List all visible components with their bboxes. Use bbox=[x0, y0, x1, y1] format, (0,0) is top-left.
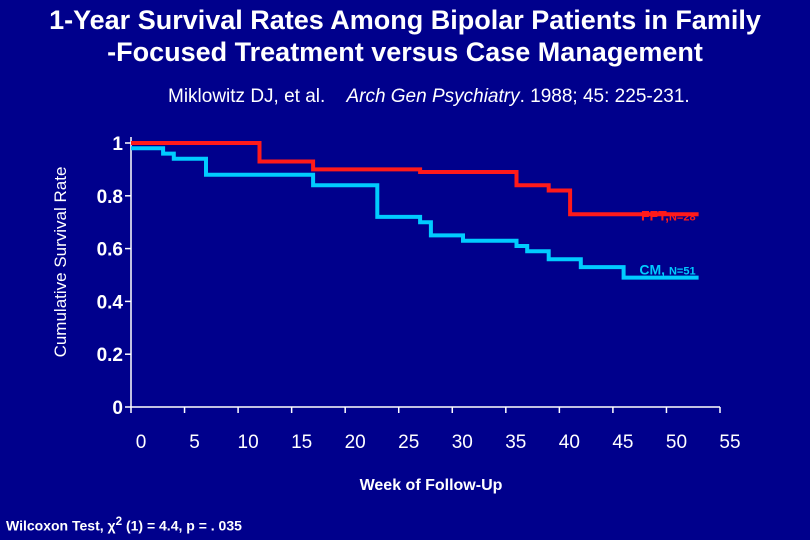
x-tick-label: 5 bbox=[189, 432, 200, 453]
y-tick-label: 0.8 bbox=[97, 187, 123, 208]
x-tick-label: 40 bbox=[559, 432, 580, 453]
x-tick-label: 0 bbox=[136, 432, 147, 453]
x-tick-label: 55 bbox=[719, 432, 740, 453]
x-tick-label: 20 bbox=[345, 432, 366, 453]
wilcoxon-footnote: Wilcoxon Test, χ2 (1) = 4.4, p = . 035 bbox=[6, 515, 242, 534]
series-label-n: N=28 bbox=[669, 211, 696, 223]
citation-details: . 1988; 45: 225-231. bbox=[519, 86, 690, 107]
cm-series-label: CM, N=51 bbox=[639, 262, 695, 278]
x-tick-label: 45 bbox=[612, 432, 633, 453]
x-axis-label: Week of Follow-Up bbox=[360, 477, 503, 494]
x-tick-label: 35 bbox=[505, 432, 526, 453]
footnote-chi: χ bbox=[107, 517, 116, 534]
y-tick-label: 0.4 bbox=[97, 292, 124, 313]
y-tick-label: 1 bbox=[112, 134, 123, 155]
title-line-1: 1-Year Survival Rates Among Bipolar Pati… bbox=[49, 5, 761, 35]
citation-authors: Miklowitz DJ, et al. bbox=[168, 86, 326, 107]
series-label-n: N=51 bbox=[669, 266, 696, 278]
cm-survival-line bbox=[131, 146, 699, 280]
fft-series-label: FFT,N=28 bbox=[641, 207, 696, 223]
footnote-prefix: Wilcoxon Test, bbox=[6, 517, 108, 534]
fft-survival-line bbox=[131, 141, 699, 217]
footnote-suffix: (1) = 4.4, p = . 035 bbox=[122, 517, 242, 534]
x-tick-label: 30 bbox=[452, 432, 473, 453]
chart-title: 1-Year Survival Rates Among Bipolar Pati… bbox=[0, 4, 810, 68]
y-tick-label: 0.6 bbox=[97, 240, 123, 261]
x-tick-label: 25 bbox=[398, 432, 419, 453]
footnote-sup: 2 bbox=[115, 515, 123, 528]
y-tick-label: 0 bbox=[112, 398, 123, 419]
series-label-main: CM, bbox=[639, 262, 669, 278]
x-tick-label: 10 bbox=[238, 432, 259, 453]
series-label-main: FFT, bbox=[641, 207, 669, 223]
x-tick-label: 15 bbox=[291, 432, 312, 453]
title-line-2: -Focused Treatment versus Case Managemen… bbox=[107, 37, 703, 67]
y-tick-label: 0.2 bbox=[97, 345, 123, 366]
citation-journal: Arch Gen Psychiatry bbox=[346, 86, 520, 107]
citation: Miklowitz DJ, et al. Arch Gen Psychiatry… bbox=[168, 86, 690, 108]
x-tick-label: 50 bbox=[666, 432, 687, 453]
